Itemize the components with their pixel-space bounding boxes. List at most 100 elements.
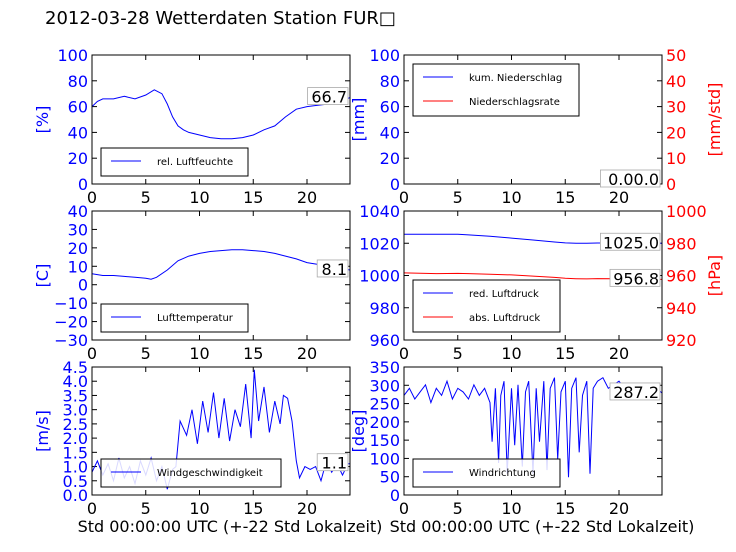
x-tick-label: 15 [555, 499, 575, 518]
y-tick-label: 40 [68, 123, 88, 142]
plot-frame [91, 210, 351, 341]
legend-box [100, 147, 249, 177]
x-tick-label: 20 [609, 188, 629, 207]
legend-box [100, 458, 282, 488]
y2-tick-label: 940 [666, 299, 697, 318]
y-axis-label: [C] [33, 264, 52, 288]
x-tick-label: 10 [189, 499, 209, 518]
y-tick-label: 60 [380, 98, 400, 117]
y2-tick-label: 20 [666, 123, 686, 142]
plot-frame [91, 366, 351, 496]
y-tick-label: 2.5 [63, 415, 88, 434]
legend-label: Windgeschwindigkeit [157, 468, 263, 479]
x-tick-label: 0 [399, 344, 409, 363]
y-tick-label: 0 [78, 175, 88, 194]
series-line [91, 89, 351, 140]
last-value-label-box [316, 259, 349, 278]
series-line [91, 249, 351, 280]
x-tick-label: 15 [555, 188, 575, 207]
y2-tick-label: 960 [666, 267, 697, 286]
y-tick-label: 1020 [359, 234, 400, 253]
y-tick-label: 980 [369, 299, 400, 318]
x-axis-label: Std 00:00:00 UTC (+-22 Std Lokalzeit) [390, 517, 695, 536]
y-tick-label: 20 [68, 239, 88, 258]
y-tick-label: 2.0 [63, 429, 88, 448]
y-tick-label: 0 [390, 486, 400, 505]
x-tick-label: 20 [609, 344, 629, 363]
x-tick-label: 20 [297, 188, 317, 207]
legend-label: rel. Luftfeuchte [157, 157, 233, 168]
y-tick-label: 0 [390, 175, 400, 194]
last-value-label-box [307, 87, 349, 105]
y-tick-label: 1040 [359, 202, 400, 221]
windspeed-panel: 0.00.51.01.52.02.53.03.54.04.5 0 5 10 15 20 Wi… [33, 358, 382, 536]
y-tick-label: 200 [369, 413, 400, 432]
x-tick-label: 10 [501, 344, 521, 363]
legend: Windrichtung [412, 458, 561, 488]
y-tick-label: 40 [380, 123, 400, 142]
x-tick-label: 0 [87, 344, 97, 363]
page-title: 2012-03-28 Wetterdaten Station FUR□ [45, 8, 396, 29]
plot-frame [91, 54, 351, 185]
plot-frame [403, 366, 663, 496]
y-tick-label: 100 [369, 46, 400, 65]
x-tick-label: 0 [399, 499, 409, 518]
x-tick-label: 0 [399, 188, 409, 207]
y-tick-label: 80 [68, 72, 88, 91]
last-value-label: 1025.0 [603, 233, 659, 252]
x-tick-label: 10 [189, 188, 209, 207]
x-tick-label: 10 [501, 188, 521, 207]
legend-label: red. Luftdruck [469, 289, 539, 300]
legend: rel. Luftfeuchte [100, 147, 249, 177]
legend-box [412, 279, 561, 333]
last-value-label: 66.7 [311, 88, 347, 107]
legend-label: Windrichtung [469, 468, 536, 479]
y-tick-label: −20 [54, 313, 88, 332]
x-tick-label: 5 [141, 499, 151, 518]
y-axis-label: [%] [33, 106, 52, 134]
y-tick-label: 10 [68, 257, 88, 276]
y2-axis-label: [hPa] [705, 255, 724, 296]
x-tick-label: 10 [189, 344, 209, 363]
legend-label: kum. Niederschlag [469, 73, 562, 84]
x-tick-label: 15 [555, 344, 575, 363]
y-tick-label: 80 [380, 72, 400, 91]
y2-tick-label: 980 [666, 234, 697, 253]
y-tick-label: 300 [369, 376, 400, 395]
last-value-label: 287.2 [613, 383, 659, 402]
y-tick-label: 0.5 [63, 472, 88, 491]
y2-tick-label: 40 [666, 72, 686, 91]
x-tick-label: 15 [243, 344, 263, 363]
x-tick-label: 15 [243, 188, 263, 207]
legend-box [100, 303, 249, 333]
last-value-label-box [600, 169, 661, 188]
y-tick-label: 20 [380, 149, 400, 168]
pressure-panel: 960 980 1000 1020 1040 920 940 960 980 1000 0 5 10 15… [359, 202, 724, 363]
last-value-label: 0.00.0 [608, 170, 659, 189]
y2-tick-label: 0 [666, 175, 676, 194]
x-tick-label: 5 [141, 344, 151, 363]
y-tick-label: 1.0 [63, 458, 88, 477]
last-value-label-2: 956.8 [613, 269, 659, 288]
legend: kum. Niederschlag Niederschlagsrate [412, 63, 580, 117]
y2-tick-label: 30 [666, 98, 686, 117]
y-tick-label: 4.5 [63, 358, 88, 377]
x-tick-label: 15 [243, 499, 263, 518]
y-tick-label: 20 [68, 149, 88, 168]
x-tick-label: 10 [501, 499, 521, 518]
last-value-label: 8.1 [322, 260, 347, 279]
y-tick-label: −30 [54, 331, 88, 350]
y-axis-label: [deg] [349, 410, 368, 453]
y-tick-label: 350 [369, 358, 400, 377]
y2-tick-label: 1000 [666, 202, 707, 221]
y-tick-label: 0 [78, 276, 88, 295]
precipitation-panel: 0 20 40 60 80 100 0 10 20 30 40 50 0 5 10 15 20 kum. Nied… [349, 46, 724, 207]
x-tick-label: 5 [453, 188, 463, 207]
last-value-label-box [600, 232, 661, 251]
legend: red. Luftdruck abs. Luftdruck [412, 279, 561, 333]
y-tick-label: 100 [57, 46, 88, 65]
y2-tick-label: 50 [666, 46, 686, 65]
series-line [403, 376, 663, 478]
y2-tick-label: 920 [666, 331, 697, 350]
